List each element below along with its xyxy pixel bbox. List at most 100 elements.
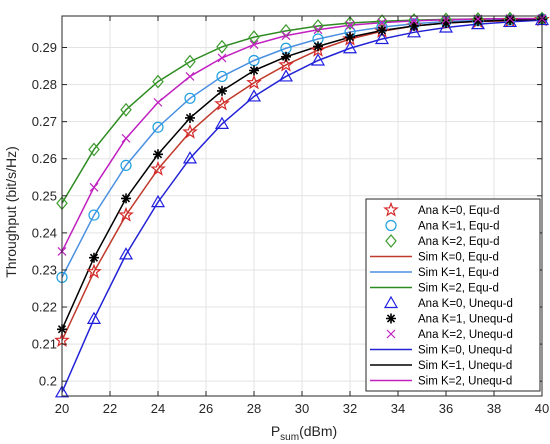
- legend-marker-swatch: [385, 219, 397, 232]
- legend-entry: Sim K=0, Unequ-d: [370, 345, 512, 357]
- data-point: [214, 95, 230, 111]
- data-point: [472, 16, 483, 27]
- x-tick-label: 36: [439, 401, 453, 416]
- data-point: [406, 25, 422, 38]
- series-group: [54, 11, 550, 398]
- data-point: [310, 41, 326, 57]
- legend-label: Ana K=1, Equ-d: [418, 221, 500, 233]
- legend-label: Sim K=0, Unequ-d: [418, 345, 512, 357]
- data-point: [376, 25, 387, 36]
- data-point: [118, 206, 134, 222]
- data-point: [248, 30, 260, 45]
- legend-entry: Sim K=0, Equ-d: [370, 252, 499, 264]
- legend-entry: Ana K=0, Equ-d: [383, 201, 500, 217]
- legend-label: Ana K=1, Unequ-d: [418, 314, 513, 326]
- data-point: [152, 74, 164, 89]
- legend-marker-swatch: [386, 329, 396, 339]
- legend-marker-swatch: [386, 313, 396, 324]
- data-point: [153, 149, 163, 160]
- data-point: [249, 65, 259, 76]
- data-point: [345, 32, 355, 43]
- data-point: [120, 159, 132, 172]
- series-line-sim-k-0-unequ-d: [61, 19, 543, 393]
- data-point: [313, 25, 323, 35]
- data-point: [281, 31, 291, 41]
- data-point: [310, 53, 326, 66]
- data-point: [54, 385, 70, 398]
- y-axis-label: Throughput (bit/s/Hz): [3, 146, 19, 278]
- y-tick-label: 0.21: [32, 337, 57, 352]
- data-point: [150, 194, 166, 208]
- data-point: [86, 263, 102, 279]
- data-point: [214, 116, 230, 129]
- data-point: [246, 74, 262, 90]
- data-point: [249, 40, 259, 49]
- x-tick-label: 22: [103, 401, 117, 416]
- data-point: [377, 18, 387, 28]
- y-tick-label: 0.2: [39, 374, 57, 389]
- data-point: [118, 247, 134, 260]
- legend-label: Sim K=2, Unequ-d: [418, 376, 512, 388]
- y-tick-label: 0.24: [32, 225, 57, 240]
- data-point: [216, 39, 228, 54]
- legend-entry: Sim K=1, Equ-d: [370, 267, 499, 279]
- series-line-sim-k-2-unequ-d: [61, 17, 542, 252]
- data-point: [409, 16, 419, 26]
- x-tick-label: 32: [343, 401, 357, 416]
- data-point: [374, 31, 390, 45]
- legend-marker-swatch: [385, 234, 397, 248]
- x-axis-label: Psum(dBm): [271, 423, 337, 443]
- data-point: [153, 97, 163, 107]
- legend-label: Ana K=2, Unequ-d: [418, 329, 513, 341]
- legend-entry: Ana K=2, Unequ-d: [386, 329, 513, 341]
- data-point: [217, 53, 227, 63]
- data-point: [86, 311, 102, 324]
- legend-label: Ana K=2, Equ-d: [418, 236, 500, 248]
- data-point: [409, 21, 420, 32]
- y-tick-label: 0.28: [32, 77, 57, 92]
- legend-label: Ana K=0, Unequ-d: [418, 298, 513, 310]
- data-point: [184, 54, 196, 69]
- data-point: [89, 182, 99, 192]
- legend-entry: Ana K=0, Unequ-d: [383, 295, 513, 310]
- data-point: [280, 23, 292, 38]
- x-tick-label: 40: [535, 401, 549, 416]
- series-line-sim-k-1-unequ-d: [61, 18, 543, 330]
- data-point: [217, 85, 228, 96]
- data-point: [441, 18, 451, 29]
- x-tick-label: 30: [295, 401, 309, 416]
- legend-entry: Sim K=1, Unequ-d: [370, 360, 512, 372]
- x-axis-label-main: P: [271, 423, 280, 439]
- x-tick-label: 34: [391, 401, 405, 416]
- x-tick-label: 26: [199, 401, 213, 416]
- y-tick-label: 0.27: [32, 114, 57, 129]
- data-point: [216, 70, 228, 83]
- data-point: [88, 142, 100, 157]
- x-tick-label: 38: [487, 401, 501, 416]
- data-point: [182, 151, 198, 164]
- y-tick-label: 0.25: [32, 188, 57, 203]
- series-line-sim-k-1-equ-d: [61, 18, 543, 278]
- data-point: [280, 51, 291, 62]
- data-point: [278, 69, 294, 82]
- data-point: [246, 89, 262, 102]
- x-tick-label: 24: [151, 401, 165, 416]
- data-point: [342, 41, 358, 54]
- legend-label: Sim K=2, Equ-d: [418, 283, 499, 295]
- data-point: [312, 19, 324, 33]
- data-point: [88, 209, 100, 221]
- data-point: [121, 133, 131, 143]
- x-axis-label-unit: (dBm): [299, 423, 337, 439]
- legend: Ana K=0, Equ-d Ana K=1, Equ-d Ana K=2, Equ…: [365, 198, 541, 392]
- data-point: [313, 41, 324, 52]
- legend-entry: Ana K=1, Equ-d: [385, 219, 500, 233]
- data-point: [248, 54, 260, 67]
- legend-entry: Ana K=1, Unequ-d: [386, 313, 513, 326]
- legend-box: [365, 198, 541, 392]
- data-point: [152, 121, 164, 133]
- data-point: [184, 92, 196, 104]
- data-point: [182, 123, 198, 139]
- legend-entry: Sim K=2, Unequ-d: [370, 376, 512, 388]
- x-tick-label: 20: [55, 401, 69, 416]
